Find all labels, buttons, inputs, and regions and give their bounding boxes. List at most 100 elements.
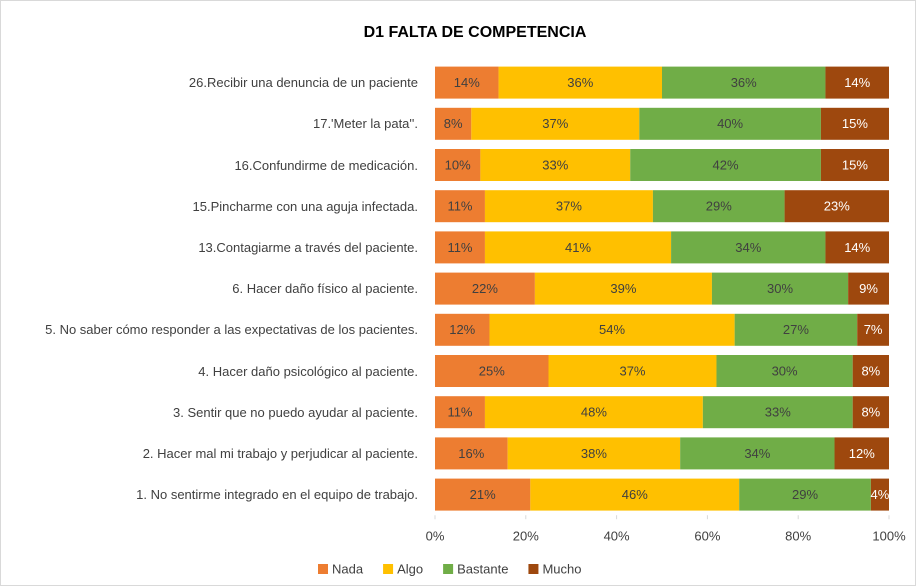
bar-segment [534, 272, 712, 305]
bar-segment [435, 107, 472, 140]
category-label: 16.Confundirme de medicación. [30, 145, 418, 185]
value-label: 12% [449, 322, 475, 337]
value-label: 8% [861, 405, 880, 420]
value-label: 4% [871, 487, 890, 502]
bar-segment [702, 396, 853, 429]
value-label: 11% [447, 199, 472, 214]
legend-swatch [443, 564, 454, 574]
value-label: 14% [454, 75, 480, 90]
bar-segment [848, 272, 889, 305]
bar-segment [484, 231, 672, 264]
legend-label: Nada [332, 561, 364, 576]
bar-segment [825, 231, 889, 264]
bar-segment [652, 190, 785, 223]
bar-segment [820, 149, 889, 181]
category-label: 15.Pincharme con una aguja infectada. [30, 186, 419, 226]
bar-segment [435, 437, 508, 470]
category-text: 13.Contagiarme a través del paciente. [198, 239, 418, 255]
bar-segment [716, 355, 853, 387]
x-tick-label: 0% [426, 529, 445, 544]
category-label: 3. Sentir que no puedo ayudar al pacient… [30, 392, 418, 432]
value-label: 37% [556, 199, 582, 214]
category-text: 17.'Meter la pata''. [312, 116, 418, 132]
legend-swatch [383, 564, 394, 574]
bar-segment [870, 478, 889, 511]
category-label: 5. No saber cómo responder a las expecta… [30, 310, 418, 350]
bar-segment [630, 149, 821, 181]
bar-segment [471, 107, 640, 140]
value-label: 36% [567, 75, 593, 90]
value-label: 8% [444, 116, 463, 131]
value-label: 23% [824, 199, 850, 214]
bar-segment [639, 107, 821, 140]
value-label: 42% [713, 157, 739, 172]
category-label: 1. No sentirme integrado en el equipo de… [30, 475, 418, 515]
x-tick-label: 40% [604, 529, 630, 544]
legend-swatch [528, 564, 539, 574]
category-label: 4. Hacer daño psicológico al paciente. [30, 351, 418, 391]
bar-segment [435, 272, 535, 305]
value-label: 8% [861, 363, 880, 378]
value-label: 22% [472, 281, 498, 296]
value-label: 34% [735, 240, 761, 255]
value-label: 11% [447, 240, 472, 255]
x-tick-label: 60% [694, 529, 720, 544]
value-label: 34% [744, 446, 770, 461]
bar-segment [852, 396, 889, 429]
category-label: 26.Recibir una denuncia de un paciente [30, 63, 418, 103]
value-label: 30% [767, 281, 793, 296]
category-text: 16.Confundirme de medicación. [234, 157, 418, 173]
bar-segment [480, 149, 631, 181]
category-text: 15.Pincharme con una aguja infectada. [192, 198, 419, 214]
bar-segment [739, 478, 871, 511]
bar-segment [435, 478, 531, 511]
bar-segment [834, 437, 889, 470]
category-text: 26.Recibir una denuncia de un paciente [188, 75, 418, 91]
value-label: 10% [445, 157, 471, 172]
value-label: 33% [765, 405, 791, 420]
x-tick-label: 100% [872, 529, 906, 544]
legend-label: Mucho [542, 561, 581, 576]
category-text: 3. Sentir que no puedo ayudar al pacient… [172, 404, 418, 420]
category-label: 17.'Meter la pata''. [30, 104, 418, 144]
bar-segment [734, 313, 858, 346]
bar-segment [548, 355, 717, 387]
bar-segment [711, 272, 849, 305]
legend-swatch [318, 564, 328, 574]
category-text: 5. No saber cómo responder a las expecta… [45, 322, 418, 338]
bar-segment [498, 66, 662, 99]
bar-segment [662, 66, 826, 99]
bar-segment [852, 355, 889, 387]
value-label: 46% [622, 487, 648, 502]
value-label: 54% [599, 322, 625, 337]
value-label: 25% [479, 363, 505, 378]
value-label: 15% [842, 157, 868, 172]
category-label: 13.Contagiarme a través del paciente. [30, 227, 418, 267]
chart-title: D1 FALTA DE COMPETENCIA [364, 24, 587, 41]
bar-segment [435, 66, 499, 99]
bar-segment [507, 437, 681, 470]
bar-segment [435, 396, 485, 429]
bar-segment [680, 437, 835, 470]
bar-segment [435, 231, 485, 264]
bar-segment [784, 190, 889, 223]
value-label: 30% [772, 363, 798, 378]
category-text: 2. Hacer mal mi trabajo y perjudicar al … [142, 445, 418, 461]
bar-segment [825, 66, 889, 99]
category-text: 4. Hacer daño psicológico al paciente. [198, 363, 418, 379]
value-label: 29% [792, 487, 818, 502]
value-label: 7% [864, 322, 883, 337]
value-label: 29% [706, 199, 732, 214]
value-label: 12% [849, 446, 875, 461]
x-tick-label: 20% [513, 529, 539, 544]
value-label: 38% [581, 446, 607, 461]
legend-label: Algo [397, 561, 423, 576]
value-label: 48% [581, 405, 607, 420]
bar-segment [820, 107, 889, 140]
bar-segment [671, 231, 826, 264]
value-label: 40% [717, 116, 743, 131]
value-label: 37% [542, 116, 568, 131]
value-label: 14% [844, 75, 870, 90]
